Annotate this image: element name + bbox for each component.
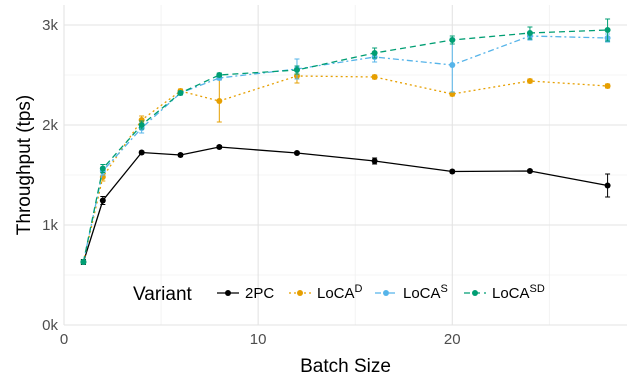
data-point xyxy=(604,182,611,189)
legend-label: 2PC xyxy=(245,285,274,302)
gridlines xyxy=(63,5,627,326)
legend-entry-0: 2PC xyxy=(217,285,274,302)
data-point xyxy=(80,259,87,265)
y-axis-tick-labels: 0k 1k 2k 3k xyxy=(42,17,58,334)
data-point xyxy=(526,78,533,84)
data-point xyxy=(138,149,145,156)
data-point xyxy=(177,90,184,96)
series-3 xyxy=(80,18,611,265)
data-point xyxy=(449,168,456,175)
legend: Variant 2PC LoCAD LoCAS LoCASD xyxy=(133,283,545,305)
data-point xyxy=(604,27,611,33)
series-line xyxy=(82,35,608,263)
data-point xyxy=(216,144,223,150)
data-point xyxy=(449,62,456,68)
legend-key-point xyxy=(472,290,478,296)
legend-entry-1: LoCAD xyxy=(289,283,363,302)
y-tick-label: 3k xyxy=(42,17,58,34)
data-point xyxy=(216,98,223,104)
x-tick-label: 20 xyxy=(444,331,461,348)
legend-entry-2: LoCAS xyxy=(375,283,448,302)
data-point xyxy=(371,158,378,164)
series-line xyxy=(82,75,608,263)
data-point xyxy=(449,37,456,43)
data-point xyxy=(216,72,223,78)
series-line xyxy=(82,146,608,263)
y-tick-label: 1k xyxy=(42,217,58,234)
legend-title: Variant xyxy=(133,284,193,305)
data-point xyxy=(604,83,611,89)
y-tick-label: 0k xyxy=(42,317,58,334)
data-point xyxy=(293,67,300,73)
data-point xyxy=(526,30,533,36)
data-point xyxy=(99,165,106,172)
data-point xyxy=(99,197,106,204)
y-axis-title: Throughput (tps) xyxy=(14,95,35,235)
legend-label-superscript: S xyxy=(441,283,448,295)
series-line xyxy=(82,29,608,263)
legend-label: LoCAD xyxy=(317,283,363,302)
legend-label-superscript: SD xyxy=(530,283,545,295)
legend-label: LoCAS xyxy=(403,283,448,302)
legend-label-superscript: D xyxy=(355,283,363,295)
data-point xyxy=(138,122,145,128)
legend-key-point xyxy=(383,290,389,296)
x-tick-label: 10 xyxy=(250,331,267,348)
x-axis-title: Batch Size xyxy=(300,356,391,377)
x-tick-label: 0 xyxy=(60,331,68,348)
data-point xyxy=(177,152,184,158)
legend-key-point xyxy=(297,290,303,296)
data-point xyxy=(371,74,378,80)
data-point xyxy=(526,168,533,174)
data-point xyxy=(371,50,378,56)
series-layer xyxy=(80,18,611,265)
data-point xyxy=(293,150,300,156)
y-tick-label: 2k xyxy=(42,117,58,134)
legend-key-point xyxy=(225,290,231,296)
x-axis-tick-labels: 0 10 20 xyxy=(60,331,461,348)
